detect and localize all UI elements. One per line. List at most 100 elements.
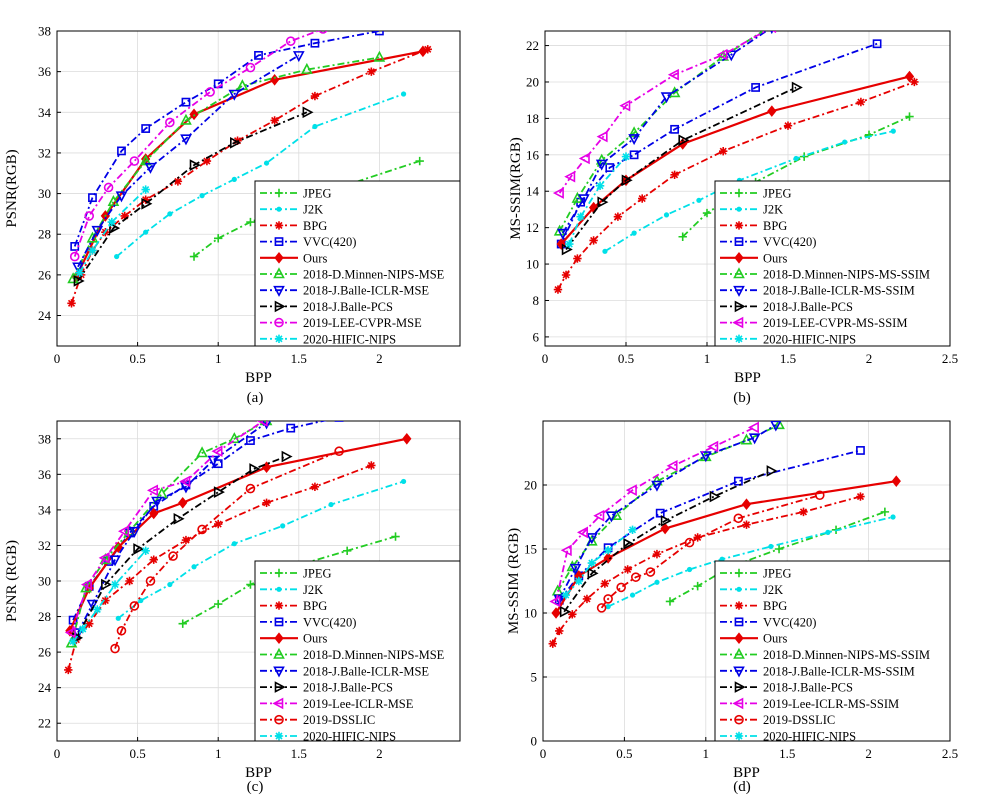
x-tick-label: 1.5	[780, 351, 796, 366]
legend-item: 2020-HIFIC-NIPS	[260, 730, 396, 744]
data-point	[904, 70, 915, 83]
data-point	[120, 211, 129, 221]
y-axis-label: PSNR (RGB)	[4, 540, 20, 622]
legend-label: 2018-J.Balle-ICLR-MSE	[303, 664, 429, 678]
legend-marker	[734, 617, 744, 627]
legend-item: Ours	[260, 251, 327, 265]
x-tick-label: 0.5	[129, 746, 145, 761]
data-point	[334, 446, 344, 457]
y-axis-label: MS-SSIM(RGB)	[508, 137, 524, 240]
legend-item: BPG	[260, 599, 327, 613]
series-J2K	[114, 91, 407, 260]
legend-marker	[734, 714, 744, 725]
series-line	[116, 93, 404, 258]
data-point	[189, 108, 199, 121]
x-tick-label: 1	[215, 351, 222, 366]
legend-marker	[273, 647, 285, 659]
data-point	[68, 637, 78, 646]
data-point	[246, 580, 255, 589]
data-point	[245, 62, 256, 73]
data-point	[670, 124, 679, 134]
data-point	[254, 50, 263, 60]
data-point	[748, 433, 761, 445]
data-point	[400, 91, 407, 97]
legend-label: 2018-J.Balle-PCS	[303, 681, 393, 695]
legend-item: 2019-DSSLIC	[260, 713, 375, 727]
data-point	[910, 77, 919, 87]
data-point	[693, 533, 702, 542]
data-point	[625, 484, 637, 496]
legend-item: JPEG	[720, 187, 791, 201]
x-tick-label: 0	[542, 351, 549, 366]
legend-label: 2020-HIFIC-NIPS	[303, 332, 396, 346]
legend-item: 2018-J.Balle-ICLR-MS-SSIM	[720, 284, 915, 298]
legend-marker	[274, 317, 284, 328]
data-point	[696, 197, 702, 203]
data-point	[230, 136, 242, 149]
legend-label: 2018-D.Minnen-NIPS-MS-SSIM	[763, 648, 930, 662]
legend-item: JPEG	[260, 187, 331, 201]
legend-item: BPG	[720, 599, 787, 613]
data-point	[589, 236, 598, 245]
legend-item: 2018-D.Minnen-NIPS-MSE	[260, 647, 445, 662]
data-point	[178, 496, 188, 509]
series-BPG	[548, 492, 865, 648]
data-point	[213, 486, 225, 498]
data-point	[774, 544, 784, 554]
x-tick-label: 1.5	[291, 746, 307, 761]
x-tick-label: 2	[376, 351, 383, 366]
data-point	[587, 567, 599, 580]
data-point	[702, 208, 712, 218]
legend-label: JPEG	[763, 567, 791, 581]
legend-item: VVC(420)	[720, 615, 816, 629]
data-point	[101, 596, 110, 605]
data-point	[597, 196, 609, 208]
legend-label: JPEG	[303, 567, 331, 581]
data-point	[571, 191, 584, 203]
y-tick-label: 10	[524, 606, 537, 621]
x-tick-label: 1	[703, 746, 710, 761]
legend-label: 2020-HIFIC-NIPS	[763, 730, 856, 744]
data-point	[270, 116, 279, 125]
legend-label: J2K	[303, 583, 323, 597]
legend-label: BPG	[763, 219, 787, 233]
data-point	[391, 532, 400, 541]
data-point	[334, 421, 344, 422]
x-tick-label: 0.5	[616, 746, 632, 761]
series-2018-J.Balle-ICLR-MS-SSIM	[556, 31, 774, 240]
y-tick-label: 14	[526, 184, 540, 199]
data-point	[110, 643, 120, 654]
series-line	[77, 422, 268, 633]
legend-marker	[734, 568, 744, 578]
x-axis-label: BPP	[245, 765, 272, 781]
data-point	[842, 139, 848, 145]
legend-item: 2018-J.Balle-ICLR-MSE	[260, 664, 429, 678]
legend-label: VVC(420)	[303, 235, 356, 249]
data-point	[181, 97, 191, 107]
chart-panel-2: 0 0.5 1 1.5 2 2.5 6 8 10 12 14 16 18 20 22 BPP MS-SSIM(R…	[508, 30, 958, 406]
data-point	[623, 538, 635, 550]
data-point	[167, 581, 173, 588]
legend-marker	[734, 300, 746, 313]
legend-marker	[733, 285, 745, 297]
series-2020-HIFIC-NIPS	[68, 546, 150, 646]
series-line	[73, 31, 380, 247]
data-point	[196, 446, 208, 458]
data-point	[246, 217, 255, 227]
legend-marker	[274, 300, 286, 313]
legend-item: BPG	[260, 219, 327, 233]
data-point	[616, 582, 626, 593]
data-point	[595, 181, 605, 190]
legend-item: 2020-HIFIC-NIPS	[720, 332, 856, 346]
legend-label: 2020-HIFIC-NIPS	[763, 332, 856, 346]
x-axis-label: BPP	[245, 370, 272, 386]
data-point	[67, 299, 76, 308]
data-point	[629, 150, 639, 160]
data-point	[181, 535, 191, 545]
series-line	[558, 424, 777, 600]
data-point	[125, 576, 134, 586]
data-point	[856, 446, 865, 455]
data-point	[773, 421, 785, 430]
